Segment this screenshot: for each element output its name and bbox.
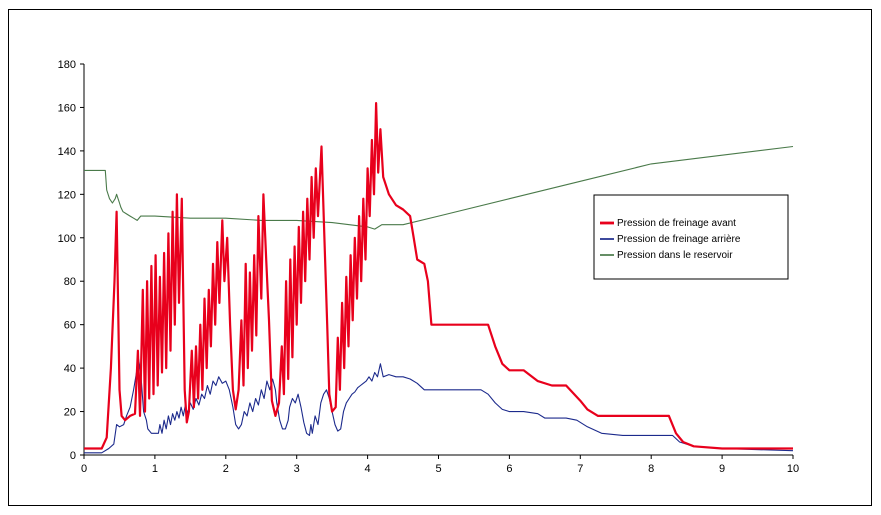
x-tick-label: 10 — [787, 463, 799, 475]
x-tick-label: 5 — [435, 463, 441, 475]
y-tick-label: 140 — [58, 146, 76, 158]
legend-label: Pression dans le reservoir — [617, 250, 733, 261]
y-tick-label: 60 — [64, 320, 76, 332]
legend-label: Pression de freinage arrière — [617, 234, 741, 245]
y-tick-label: 0 — [70, 450, 76, 462]
series-layer — [84, 102, 794, 454]
series-line-2 — [84, 145, 794, 230]
x-tick-label: 7 — [577, 463, 583, 475]
y-tick-label: 120 — [58, 189, 76, 201]
chart-legend: Pression de freinage avant Pression de fr… — [593, 194, 789, 280]
x-tick-label: 9 — [719, 463, 725, 475]
legend-box — [593, 194, 789, 280]
legend-label: Pression de freinage avant — [617, 218, 736, 229]
x-tick-label: 2 — [223, 463, 229, 475]
x-tick-label: 0 — [81, 463, 87, 475]
series-line-1 — [84, 354, 794, 454]
y-tick-label: 80 — [64, 276, 76, 288]
y-tick-label: 40 — [64, 363, 76, 375]
y-tick-label: 180 — [58, 59, 76, 71]
x-tick-label: 4 — [365, 463, 371, 475]
series-line-0 — [84, 102, 793, 450]
x-tick-label: 1 — [152, 463, 158, 475]
x-tick-label: 3 — [294, 463, 300, 475]
chart-axes: 0 20 40 60 80 100 120 140 160 180 0 1 2 3 4 5 6 7 8 9 10 — [58, 59, 799, 475]
y-tick-label: 100 — [58, 233, 76, 245]
y-tick-label: 160 — [58, 102, 76, 114]
x-tick-label: 6 — [506, 463, 512, 475]
x-tick-label: 8 — [648, 463, 654, 475]
y-tick-label: 20 — [64, 407, 76, 419]
